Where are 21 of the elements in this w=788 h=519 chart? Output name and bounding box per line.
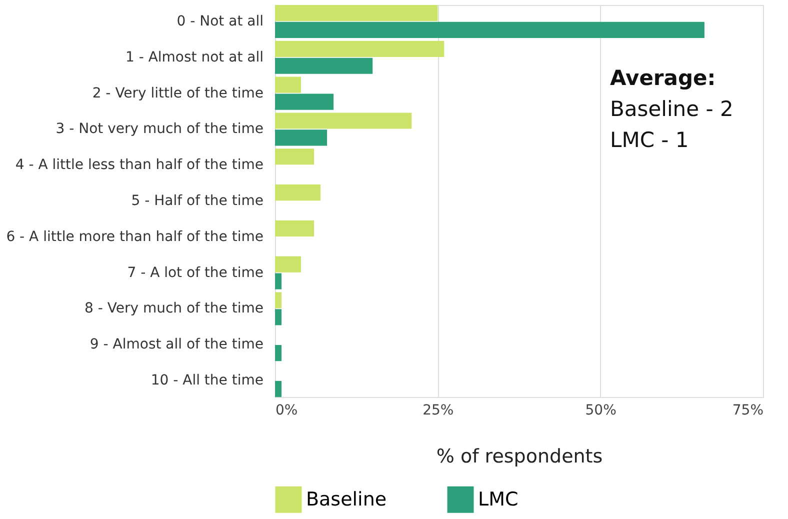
y-tick-label: 8 - Very much of the time xyxy=(84,300,264,317)
x-axis-title: % of respondents xyxy=(436,446,603,468)
x-tick-label: 50% xyxy=(585,402,616,418)
annotation: Average: xyxy=(610,66,716,90)
y-tick-label: 7 - A lot of the time xyxy=(127,264,264,281)
legend-label: Baseline xyxy=(306,488,387,511)
x-tick-label: 25% xyxy=(422,402,454,418)
y-tick-label: 9 - Almost all of the time xyxy=(90,336,264,353)
x-tick-label: 0% xyxy=(276,402,298,418)
x-tick-label: 75% xyxy=(732,402,764,418)
legend-label: LMC xyxy=(478,488,518,511)
annotation: LMC - 1 xyxy=(610,128,689,152)
y-tick-label: 0 - Not at all xyxy=(176,14,264,30)
y-tick-label: 6 - A little more than half of the time xyxy=(6,228,264,245)
y-tick-label: 1 - Almost not at all xyxy=(125,49,264,66)
y-tick-label: 2 - Very little of the time xyxy=(92,85,264,102)
y-tick-label: 5 - Half of the time xyxy=(131,193,264,209)
y-tick-label: 4 - A little less than half of the time xyxy=(15,157,264,174)
annotation: Baseline - 2 xyxy=(610,97,734,121)
y-tick-label: 3 - Not very much of the time xyxy=(56,121,264,138)
y-tick-label: 10 - All the time xyxy=(150,372,264,388)
